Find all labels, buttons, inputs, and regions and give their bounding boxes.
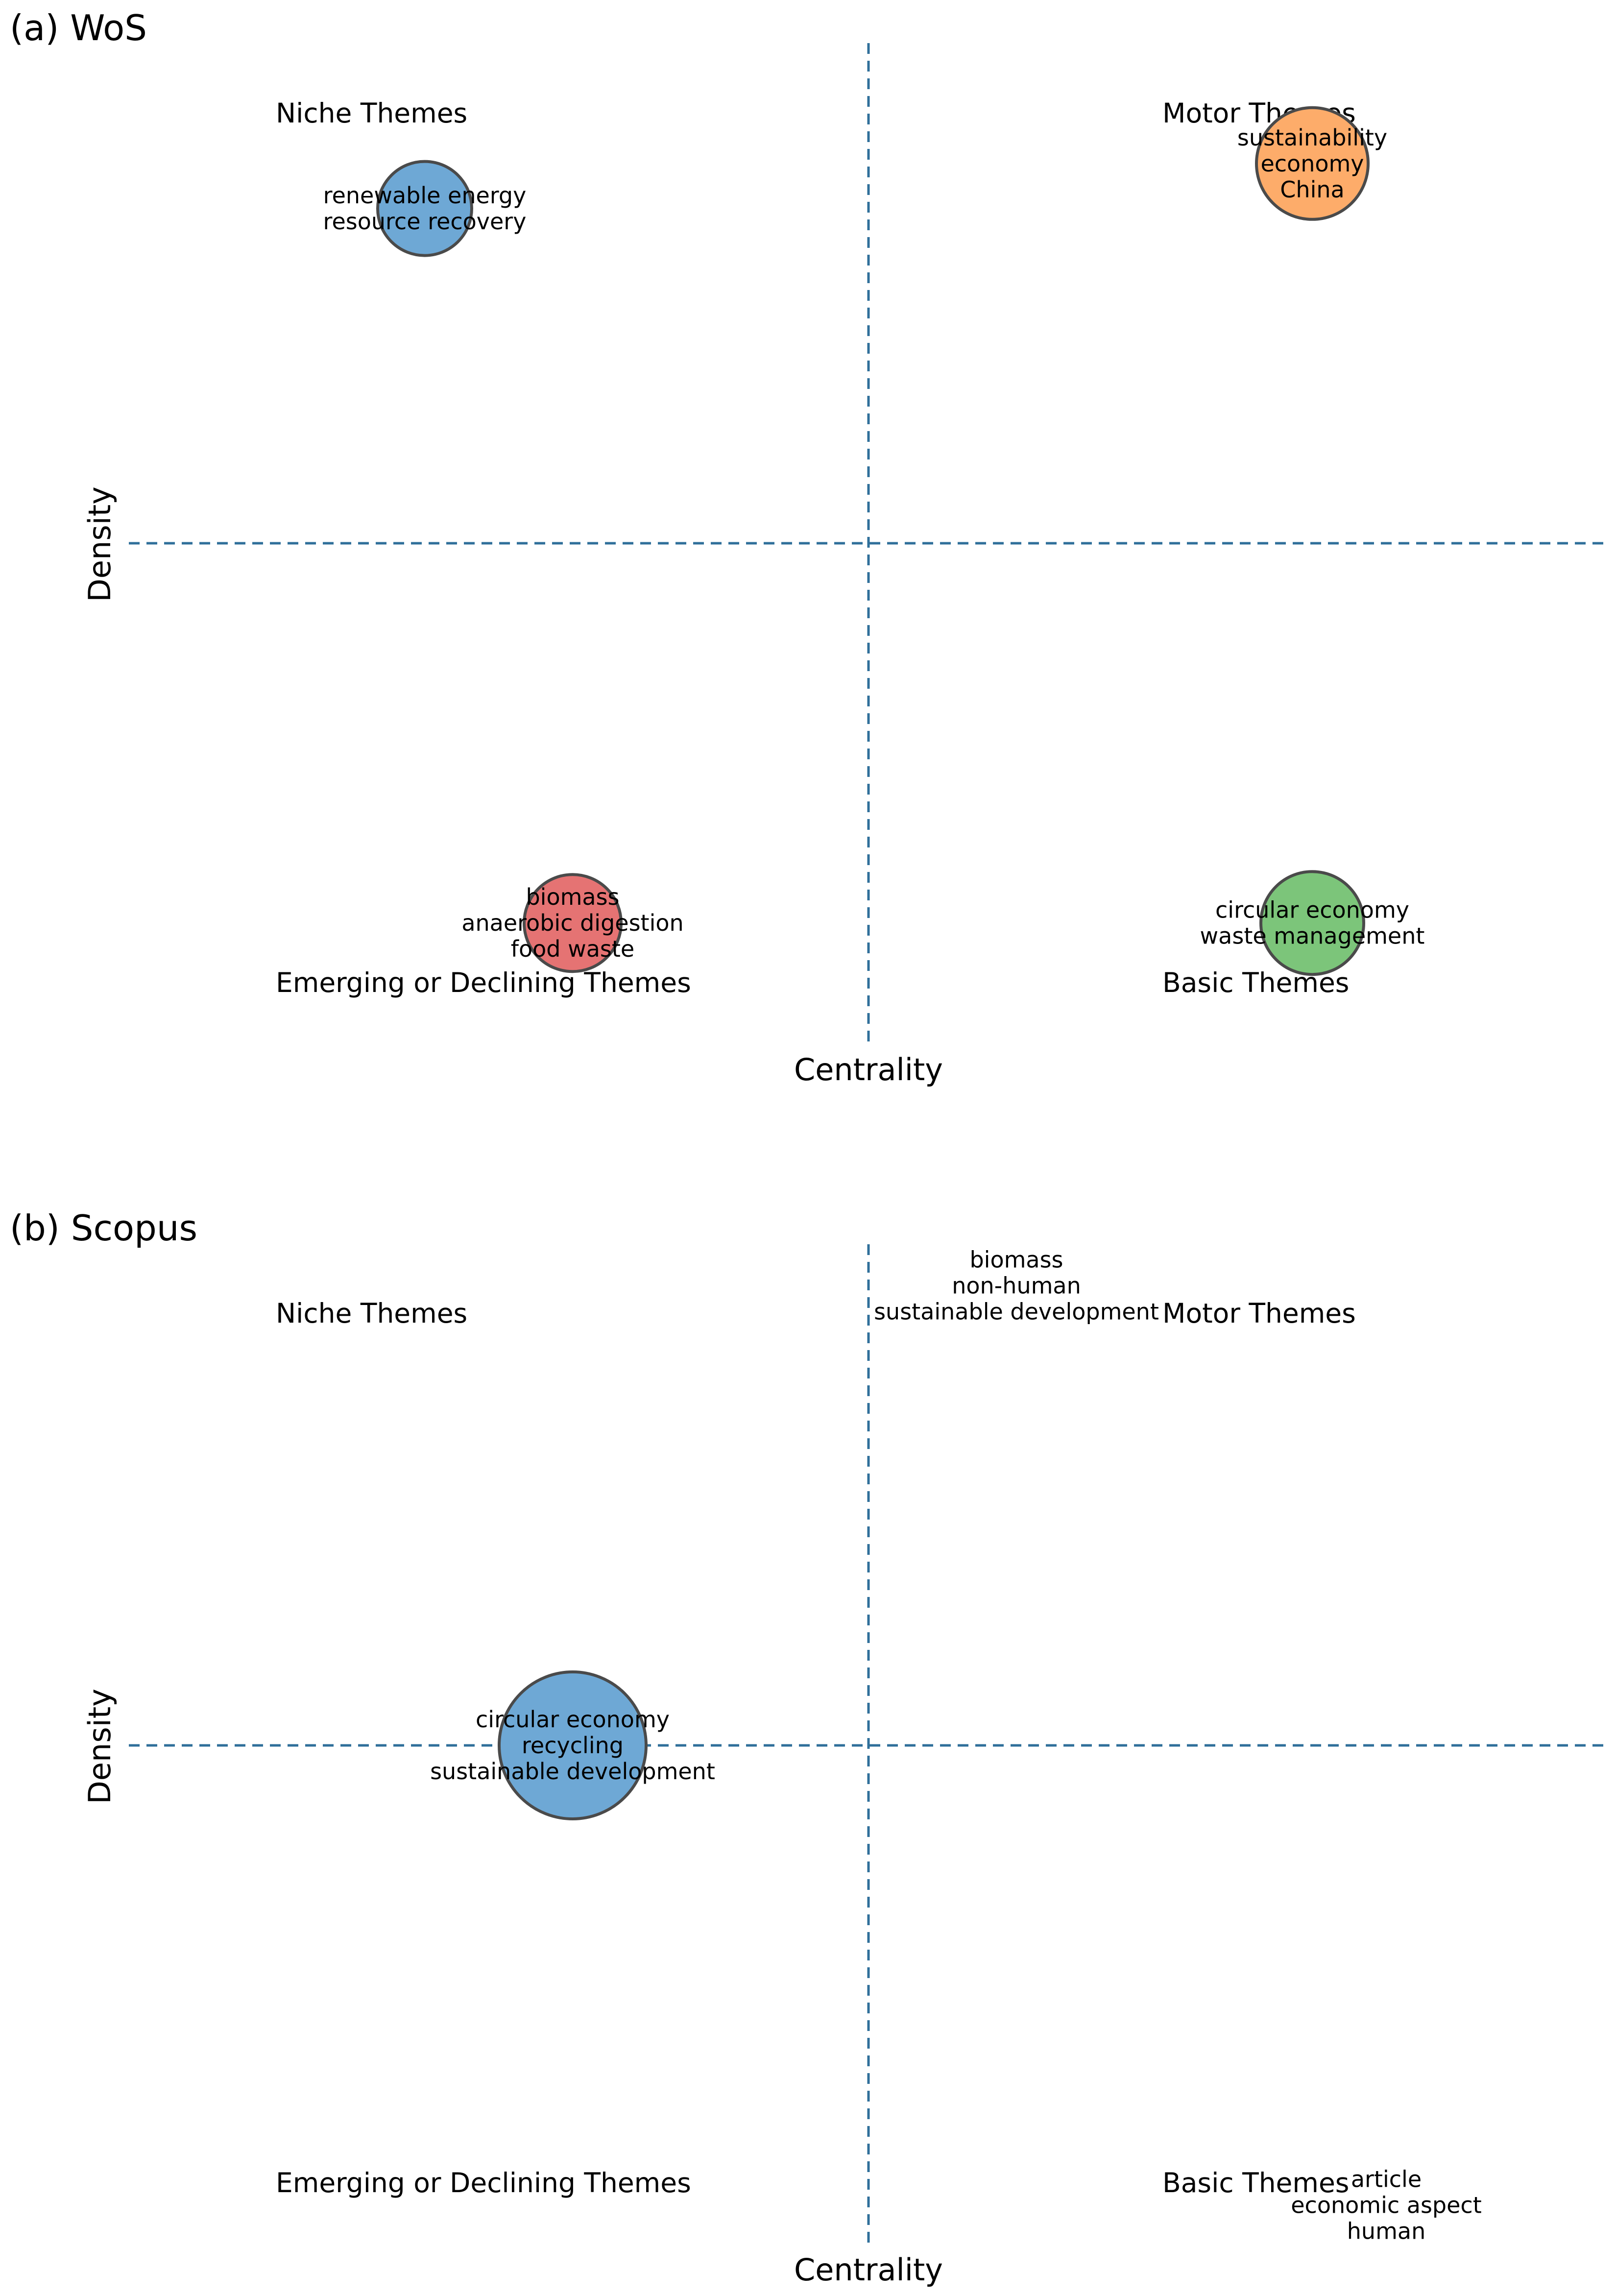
cluster-label: China [1280,176,1344,203]
quadrant-label-top-left: Niche Themes [276,1298,467,1329]
quadrant-label-top-right: Motor Themes [1162,1298,1356,1329]
cluster-label: sustainable development [874,1299,1159,1325]
cluster-label: circular economy [476,1706,670,1733]
cluster-label: waste management [1200,923,1425,949]
cluster-label: circular economy [1215,897,1409,923]
cluster-bubble [376,160,473,257]
cluster-bubble [523,873,623,973]
cluster-label: article [1351,2166,1422,2192]
cluster-label: human [1347,2218,1425,2244]
cluster-label: biomass [969,1247,1063,1273]
cluster-label: recycling [522,1732,624,1759]
cluster-label: biomass [526,884,619,910]
cluster-label: sustainability [1237,124,1387,151]
cluster-label: economic aspect [1291,2192,1482,2218]
cluster-bubble [498,1670,648,1820]
x-axis-label: Centrality [794,1052,943,1088]
cluster-bubble [1259,870,1365,976]
cluster-label: non-human [952,1273,1081,1299]
cluster-label: anaerobic digestion [461,910,683,936]
cluster-label: food waste [511,936,634,962]
cluster-bubble [1255,106,1370,221]
cluster-label: renewable energy [323,182,527,209]
cluster-label: resource recovery [323,208,527,235]
panel-title: (b) Scopus [10,1208,197,1249]
panel-scopus: (b) Scopus Niche Themes Motor Themes Emergi… [10,1208,1610,2288]
quadrant-label-bottom-right: Basic Themes [1162,2167,1349,2199]
cluster-label: sustainable development [430,1758,715,1785]
quadrant-label-bottom-left: Emerging or Declining Themes [276,967,691,998]
y-axis-label: Density [82,1689,118,1804]
cluster-label: economy [1260,150,1364,177]
quadrant-label-bottom-left: Emerging or Declining Themes [276,2167,691,2199]
quadrant-label-top-left: Niche Themes [276,97,467,129]
panel-title: (a) WoS [10,7,147,48]
y-axis-label: Density [82,486,118,602]
x-axis-label: Centrality [794,2252,943,2288]
